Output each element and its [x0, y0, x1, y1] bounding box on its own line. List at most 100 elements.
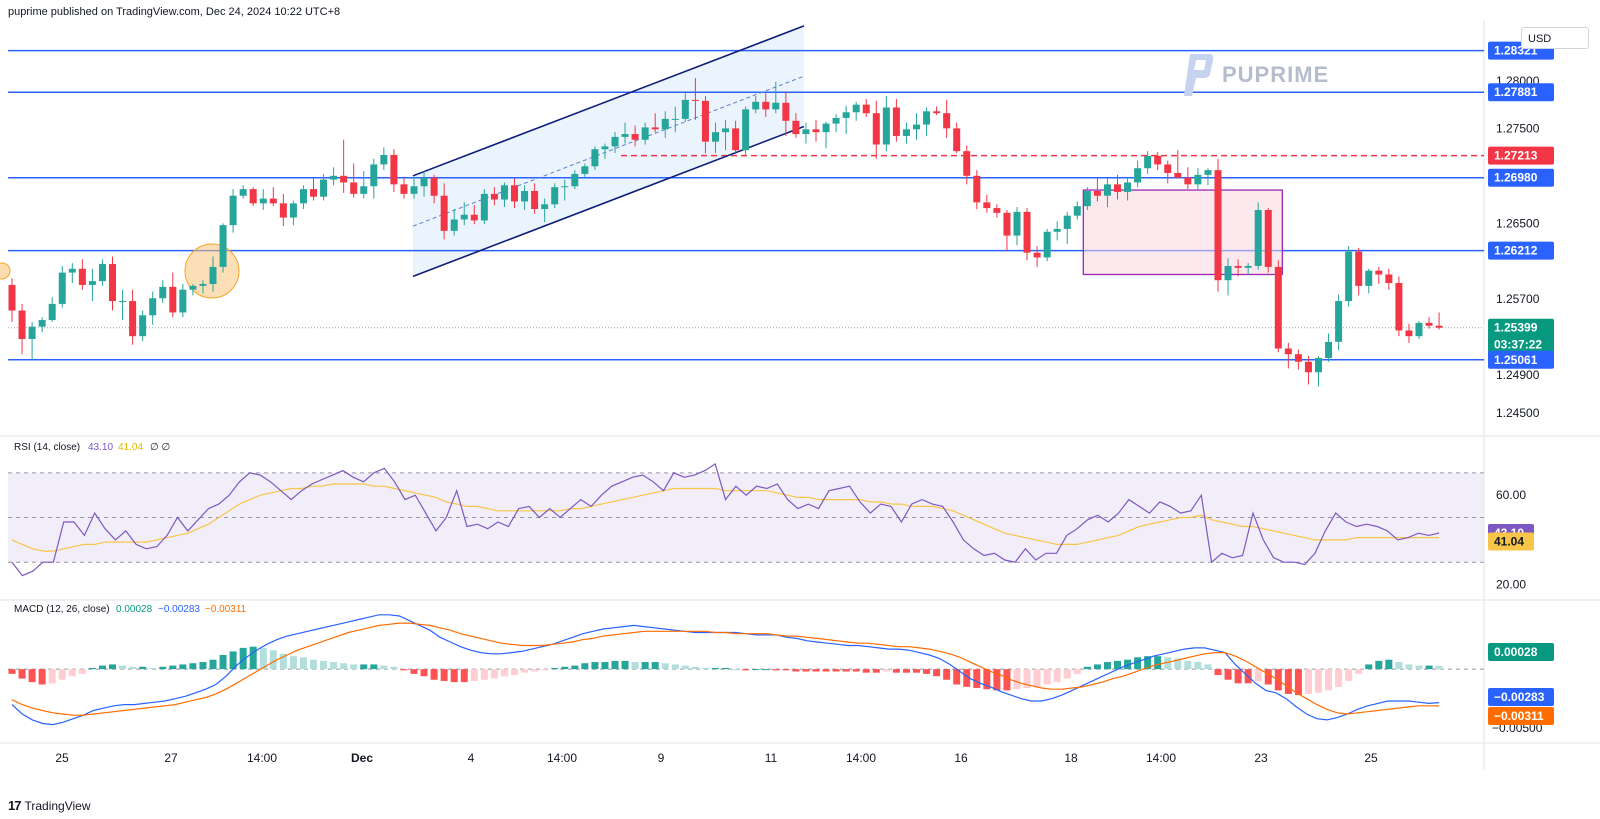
time-axis-tick: 16 [954, 751, 968, 765]
macd-histogram-bar [752, 669, 760, 671]
macd-histogram-bar [179, 664, 187, 670]
macd-histogram-bar [1365, 664, 1373, 670]
macd-histogram-bar [68, 669, 76, 677]
time-axis-tick: 14:00 [1146, 751, 1176, 765]
candle-body [38, 320, 46, 327]
macd-histogram-bar [511, 669, 518, 676]
macd-histogram-bar [1134, 657, 1142, 670]
candle-body [1184, 177, 1192, 185]
macd-histogram-bar [159, 666, 167, 670]
macd-histogram-bar [681, 665, 689, 670]
macd-histogram-bar [1345, 669, 1353, 681]
candle-body [490, 193, 498, 200]
macd-histogram-bar [742, 669, 750, 671]
candle-body [1154, 155, 1162, 165]
macd-histogram-bar [420, 669, 428, 677]
macd-histogram-bar [320, 660, 328, 670]
price-label-tag [1488, 83, 1554, 102]
candle-body [511, 185, 518, 202]
time-axis-tick: 14:00 [547, 751, 577, 765]
tradingview-logo-icon: 17 [8, 798, 22, 813]
candle-body [1435, 325, 1443, 328]
macd-histogram-bar [1174, 658, 1182, 670]
candle-body [752, 101, 760, 110]
candle-body [782, 102, 790, 121]
candle-body [269, 198, 277, 204]
candle-body [963, 151, 971, 176]
time-axis-tick: 23 [1254, 751, 1268, 765]
macd-histogram-bar [410, 669, 418, 674]
macd-histogram-bar [611, 660, 619, 670]
candle-body [581, 166, 589, 174]
candle-body [933, 111, 941, 114]
time-axis-tick: 25 [1364, 751, 1378, 765]
macd-signal-legend: −0.00311 [205, 604, 247, 615]
macd-histogram-bar [129, 666, 137, 670]
macd-histogram-bar [1033, 669, 1041, 687]
candle-body [410, 186, 418, 194]
currency-button[interactable]: USD [1521, 27, 1589, 49]
price-axis-tick: 1.26500 [1496, 216, 1540, 230]
macd-title: MACD (12, 26, close) [14, 604, 110, 615]
macd-histogram-bar [400, 669, 408, 671]
macd-histogram-bar [1254, 669, 1262, 681]
macd-histogram-bar [732, 669, 740, 671]
macd-histogram-bar [1194, 662, 1202, 670]
macd-histogram-bar [219, 654, 227, 670]
macd-histogram-bar [98, 665, 106, 670]
macd-histogram-bar [78, 669, 86, 674]
candlestick-series [8, 78, 1443, 387]
tradingview-footer[interactable]: 17 TradingView [8, 798, 91, 813]
candle-body [149, 298, 157, 316]
macd-histogram-bar [561, 666, 569, 670]
candle-body [1124, 182, 1132, 192]
candle-body [1274, 266, 1282, 349]
candle-body [902, 129, 910, 136]
price-label-tag [1488, 168, 1554, 187]
macd-hist-legend: 0.00028 [116, 604, 153, 615]
macd-histogram-bar [1124, 659, 1132, 670]
macd-histogram-bar [1234, 669, 1242, 684]
macd-value-text: −0.00283 [1494, 690, 1545, 704]
price-label-tag [1488, 350, 1554, 369]
candle-body [1385, 274, 1393, 284]
macd-histogram-bar [450, 669, 458, 683]
candle-body [772, 102, 780, 110]
macd-histogram-bar [1214, 669, 1222, 676]
candle-body [420, 177, 428, 187]
macd-histogram-bar [983, 669, 991, 690]
candle-body [28, 326, 36, 340]
candle-body [470, 214, 478, 221]
time-axis-tick: 14:00 [846, 751, 876, 765]
rsi-ma-value-tag [1488, 532, 1534, 551]
candle-body [722, 128, 730, 133]
macd-histogram-bar [933, 669, 941, 677]
candle-body [139, 315, 147, 337]
price-label-tag [1488, 318, 1554, 355]
time-axis-tick: 18 [1064, 751, 1078, 765]
macd-histogram-bar [1164, 657, 1172, 670]
macd-histogram-bar [772, 669, 780, 671]
candle-body [1425, 322, 1433, 326]
candle-body [340, 175, 348, 183]
macd-histogram-bar [169, 665, 177, 670]
macd-histogram-bar [541, 669, 549, 671]
macd-signal-line [11, 622, 1440, 716]
candle-body [18, 310, 26, 340]
candle-body [68, 268, 76, 273]
candle-body [561, 186, 569, 188]
candle-body [199, 283, 207, 286]
macd-histogram-bar [1284, 669, 1292, 694]
macd-histogram-bar [239, 647, 247, 670]
candle-body [1415, 322, 1423, 337]
macd-histogram-bar [993, 669, 1001, 691]
macd-histogram-bar [1013, 669, 1021, 690]
time-axis-tick: Dec [351, 751, 373, 765]
candle-body [621, 134, 629, 137]
candle-body [1033, 252, 1041, 258]
macd-histogram-bar [1415, 665, 1423, 670]
macd-histogram-bar [1435, 665, 1443, 670]
macd-histogram-bar [943, 669, 951, 680]
